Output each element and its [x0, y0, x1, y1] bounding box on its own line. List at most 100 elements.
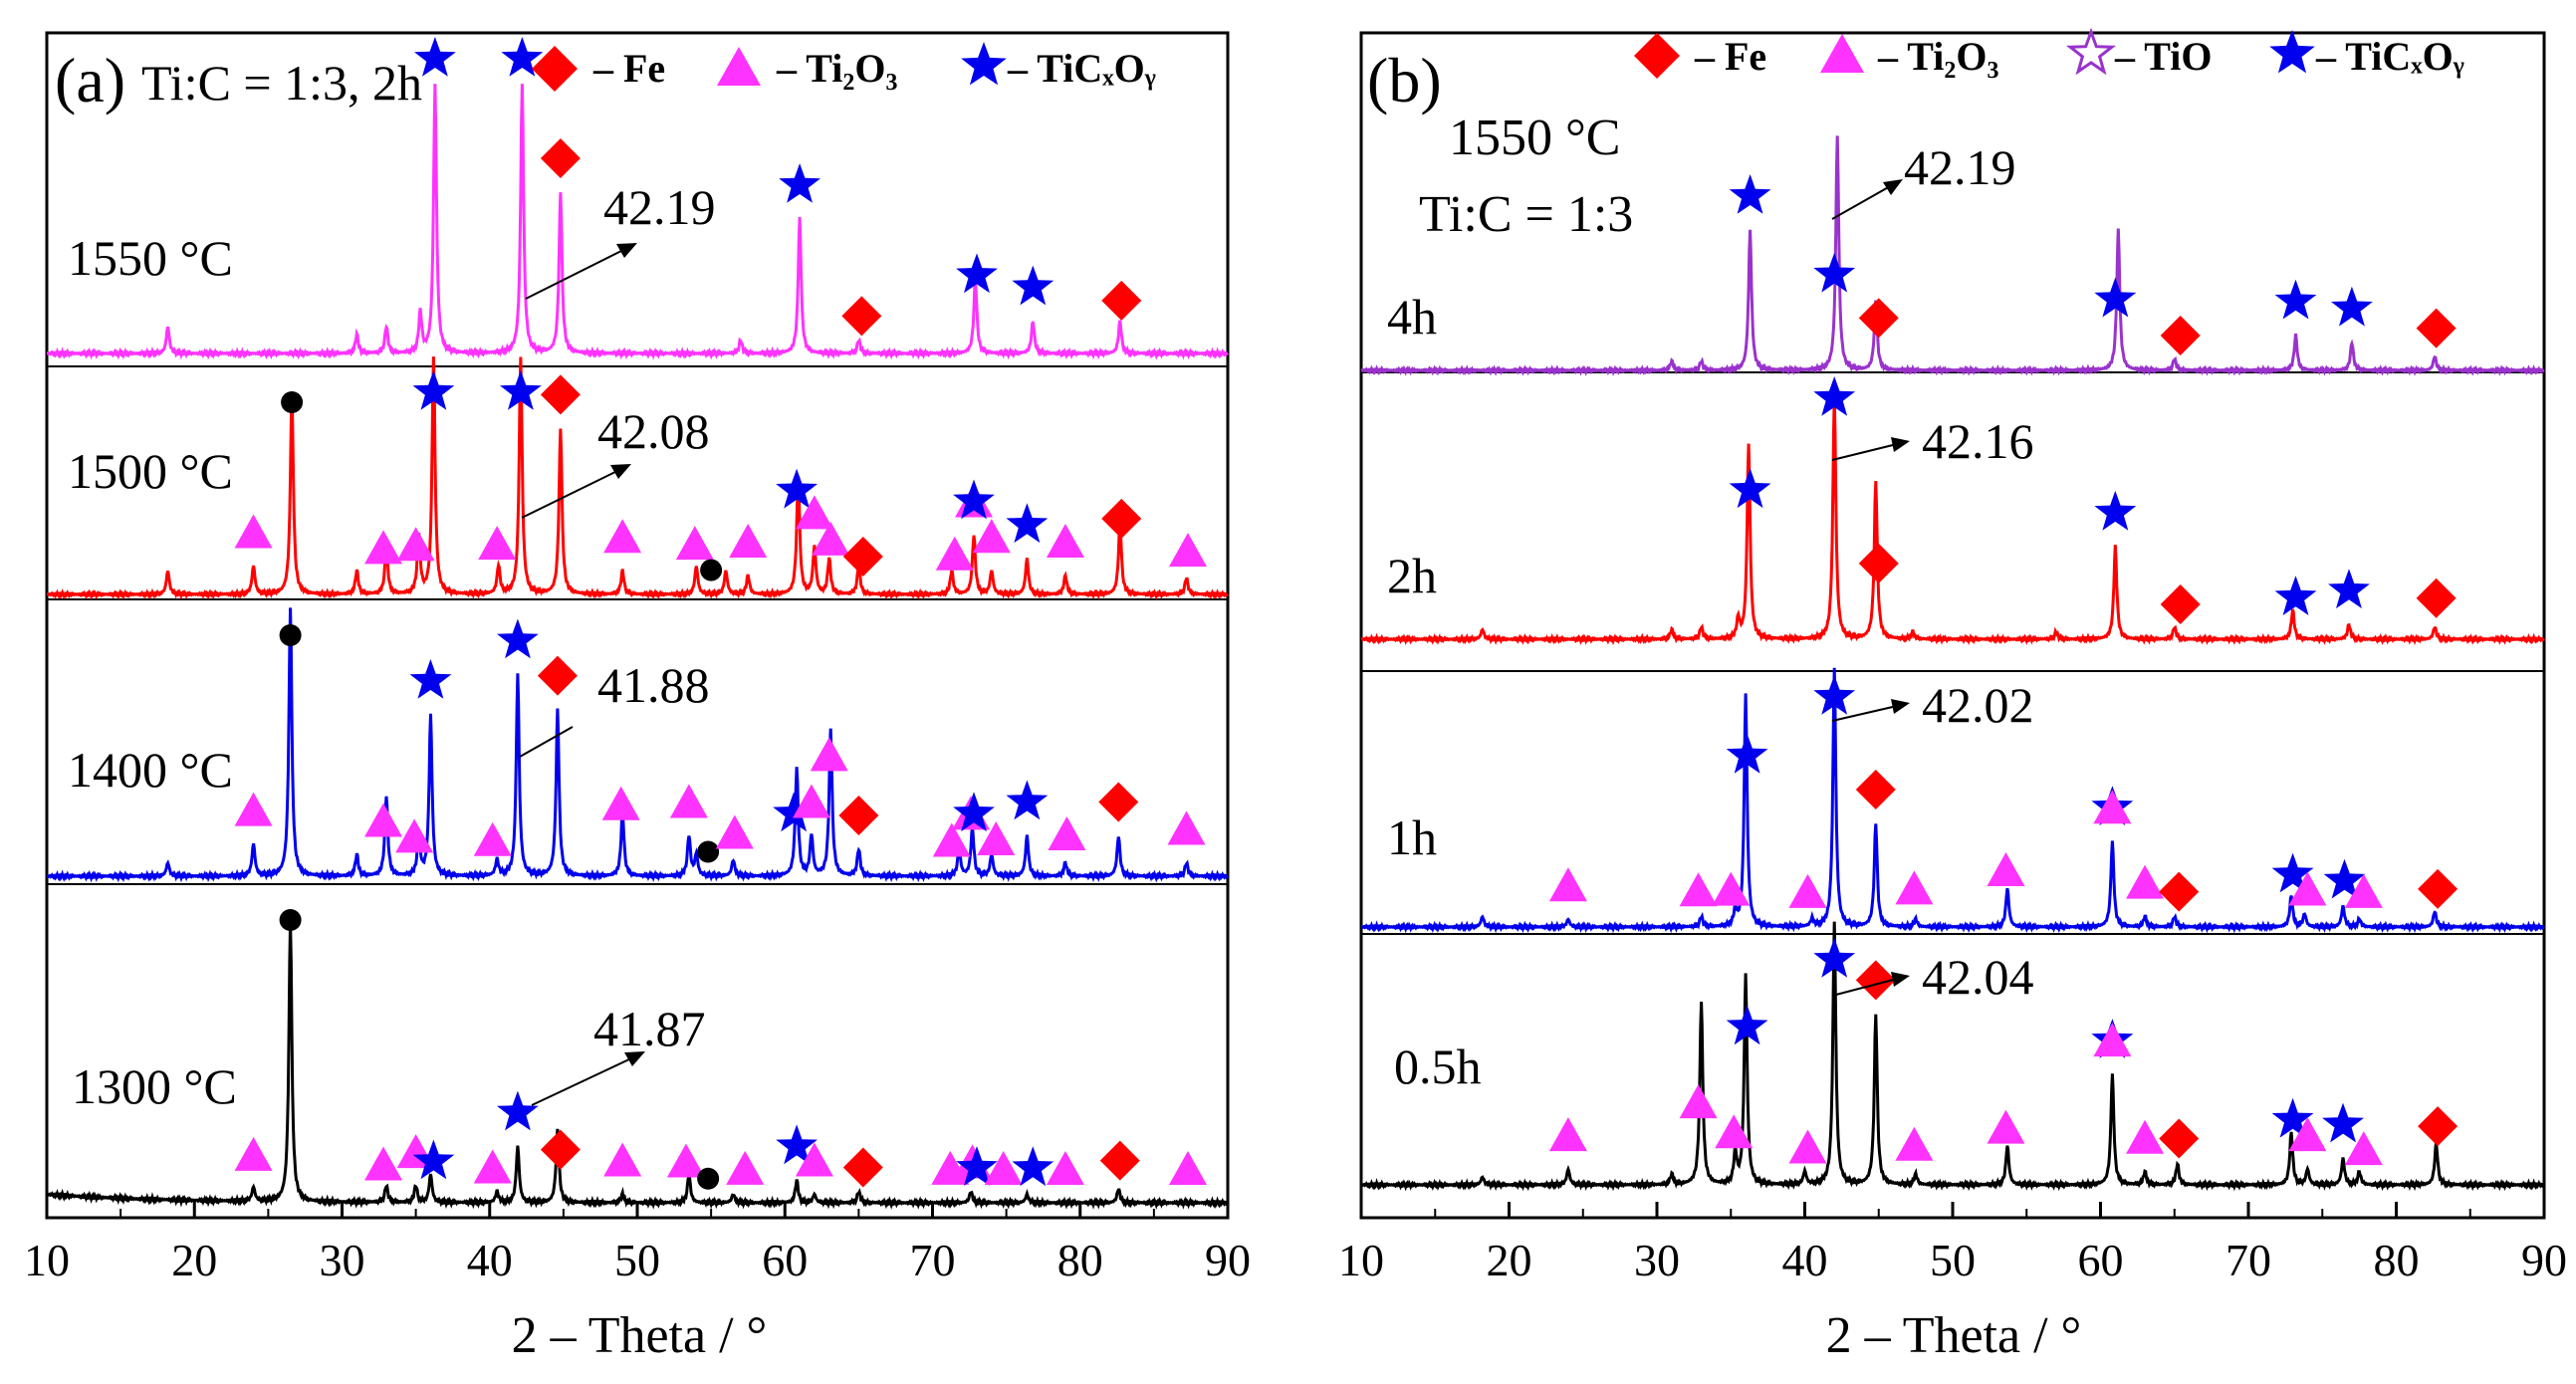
fe-marker [1855, 960, 1896, 1001]
ticxoy-marker [1813, 252, 1856, 293]
ti2o3-marker [675, 526, 714, 561]
annotation-b-4h: 42.19 [1904, 139, 2016, 195]
legend-b-ticxoy-label: – TiCₓOᵧ [2315, 34, 2464, 79]
ti2o3-marker [1167, 810, 1206, 845]
fe-marker [2159, 1118, 2200, 1159]
ticxoy-marker [1726, 1005, 1768, 1045]
annotation-b-1h: 42.02 [1922, 677, 2034, 733]
ti2o3-marker [396, 527, 435, 562]
ticxoy-marker [953, 792, 995, 832]
ticxoy-marker [414, 37, 456, 77]
annotation-arrowhead-a-4 [624, 1051, 645, 1066]
carbon-marker [697, 840, 720, 863]
carbon-marker [279, 624, 302, 646]
x-tick-label: 80 [2374, 1235, 2420, 1285]
ti2o3-marker [792, 784, 830, 818]
x-tick-label: 90 [2521, 1235, 2567, 1285]
ti2o3-marker [1048, 816, 1086, 851]
annotation-a-1300: 41.87 [593, 1001, 706, 1056]
annotation-arrowhead-b-1 [1883, 179, 1903, 195]
x-tick-label: 80 [1057, 1235, 1103, 1285]
annotation-arrow-b-4 [1831, 978, 1898, 997]
annotation-arrowhead-b-2 [1891, 437, 1910, 452]
x-tick-label: 30 [320, 1235, 365, 1285]
legend-b-fe-marker [1634, 33, 1680, 79]
ticxoy-marker [776, 1124, 818, 1165]
ti2o3-marker [1987, 851, 2025, 886]
panel-a-xlabel: 2 – Theta / ° [512, 1307, 768, 1364]
ticxoy-marker [956, 1146, 998, 1186]
ti2o3-marker [972, 519, 1011, 554]
legend-b-tio-label: – TiO [2114, 34, 2212, 79]
ti2o3-marker [364, 530, 403, 565]
legend-b-tio-marker [2065, 27, 2117, 76]
panel-a-annotations: 42.19 42.08 41.88 41.87 [519, 179, 716, 1106]
panel-a-legend: – Fe – Ti₂O₃ – TiCₓOᵧ [532, 42, 1156, 92]
x-tick-label: 60 [2078, 1235, 2124, 1285]
ticxoy-marker [497, 618, 539, 659]
fe-marker [1101, 280, 1142, 321]
ticxoy-marker [776, 468, 818, 509]
panel-b-annotations: 42.19 42.16 42.02 42.04 [1831, 139, 2034, 1005]
ti2o3-marker [234, 1136, 273, 1171]
panel-a-label: (a) [55, 45, 125, 115]
ticxoy-marker [1726, 733, 1768, 774]
fe-marker [1858, 543, 1899, 583]
ti2o3-marker [1679, 872, 1718, 907]
ti2o3-marker [1548, 867, 1587, 902]
x-tick-label: 40 [467, 1235, 513, 1285]
ti2o3-marker [2126, 864, 2165, 899]
ti2o3-marker [2126, 1119, 2165, 1154]
ti2o3-marker [984, 1150, 1023, 1185]
ti2o3-marker [2288, 1117, 2327, 1152]
fe-marker [2416, 308, 2457, 348]
ti2o3-marker [1046, 1150, 1084, 1185]
fe-marker [842, 1147, 883, 1188]
x-tick-label: 70 [910, 1235, 956, 1285]
panel-a-title: Ti:C = 1:3, 2h [141, 55, 422, 111]
annotation-a-1400: 41.88 [597, 657, 710, 713]
ticxoy-marker [1813, 376, 1856, 416]
annotation-arrow-a-4 [531, 1056, 634, 1106]
panel-b-xlabel: 2 – Theta / ° [1826, 1307, 2082, 1364]
panel-b-legend: – Fe – Ti₂O₃ – TiO – TiCₓOᵧ [1634, 27, 2464, 79]
ti2o3-marker [234, 792, 273, 826]
ti2o3-marker [473, 821, 512, 856]
xrd-trace [46, 356, 1229, 600]
ticxoy-marker [412, 1139, 455, 1180]
ti2o3-marker [2344, 1131, 2383, 1166]
annotation-a-1500: 42.08 [597, 403, 710, 459]
ti2o3-marker [932, 822, 971, 857]
ti2o3-marker [1715, 1114, 1754, 1149]
ti2o3-marker [601, 786, 640, 820]
x-tick-label: 50 [614, 1235, 660, 1285]
x-tick-label: 20 [1487, 1235, 1532, 1285]
ti2o3-marker [812, 521, 850, 556]
series-label-1400: 1400 °C [68, 742, 233, 798]
x-tick-label: 50 [1930, 1235, 1976, 1285]
ticxoy-marker [773, 792, 816, 832]
xrd-trace [1360, 135, 2545, 377]
ticxoy-marker [2323, 858, 2366, 899]
annotation-arrow-a-3 [519, 726, 574, 758]
ti2o3-marker [603, 519, 642, 554]
ti2o3-marker [810, 737, 848, 772]
series-label-1h: 1h [1387, 809, 1437, 865]
fe-marker [1858, 298, 1899, 339]
ti2o3-marker [1895, 870, 1934, 905]
ti2o3-marker [364, 803, 403, 837]
ticxoy-marker [2328, 569, 2370, 609]
ti2o3-marker [666, 1143, 705, 1178]
carbon-marker [697, 1167, 720, 1190]
fe-marker [540, 374, 581, 415]
series-label-1500: 1500 °C [68, 443, 233, 499]
fe-marker [2160, 316, 2201, 356]
legend-b-ti2o3-label: – Ti₂O₃ [1877, 34, 1998, 79]
panel-a: 10 20 30 40 50 60 70 80 90 (a) Ti:C = 1:3, 2h – … [24, 31, 1251, 1364]
fe-marker [2160, 583, 2201, 624]
ti2o3-marker [1168, 1150, 1207, 1185]
xrd-trace [1360, 921, 2545, 1192]
ticxoy-marker [2271, 1097, 2314, 1138]
x-tick-label: 60 [762, 1235, 808, 1285]
legend-a-ticxoy-marker [961, 42, 1007, 86]
